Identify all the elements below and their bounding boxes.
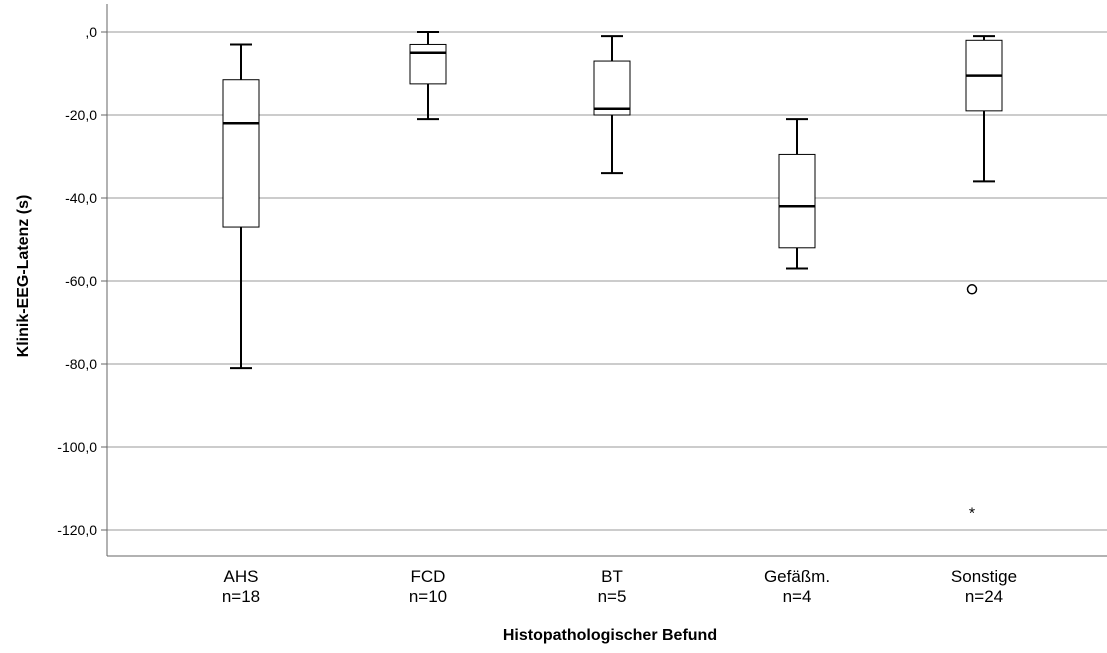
box-BT [593, 35, 631, 175]
iqr-box [778, 153, 816, 249]
gridlines [107, 31, 1107, 531]
category-label: Gefäßm. [764, 567, 830, 586]
iqr-box [222, 79, 260, 228]
category-n-label: n=10 [409, 587, 447, 606]
y-tick-label: -100,0 [57, 439, 97, 455]
category-label: AHS [224, 567, 259, 586]
labels: ,0-20,0-40,0-60,0-80,0-100,0-120,0AHSn=1… [57, 24, 1017, 606]
y-tick-label: -40,0 [65, 190, 97, 206]
extreme-point: * [969, 505, 975, 522]
box-FCD [409, 31, 447, 121]
category-n-label: n=5 [598, 587, 627, 606]
boxes: * [222, 31, 1003, 522]
box-Gefäßm. [778, 118, 816, 270]
box-Sonstige: * [965, 35, 1003, 522]
y-tick-label: -60,0 [65, 273, 97, 289]
y-tick-label: -20,0 [65, 107, 97, 123]
y-axis-title: Klinik-EEG-Latenz (s) [15, 195, 32, 358]
iqr-box [593, 60, 631, 116]
y-tick-label: ,0 [85, 24, 97, 40]
category-label: Sonstige [951, 567, 1017, 586]
outlier-point [966, 284, 978, 295]
box-AHS [222, 43, 260, 370]
x-axis-title: Histopathologischer Befund [503, 627, 717, 644]
category-n-label: n=24 [965, 587, 1003, 606]
category-n-label: n=18 [222, 587, 260, 606]
category-label: BT [601, 567, 623, 586]
y-tick-label: -80,0 [65, 356, 97, 372]
category-n-label: n=4 [783, 587, 812, 606]
category-label: FCD [411, 567, 446, 586]
iqr-box [409, 43, 447, 85]
y-tick-label: -120,0 [57, 522, 97, 538]
axes [101, 4, 1107, 557]
